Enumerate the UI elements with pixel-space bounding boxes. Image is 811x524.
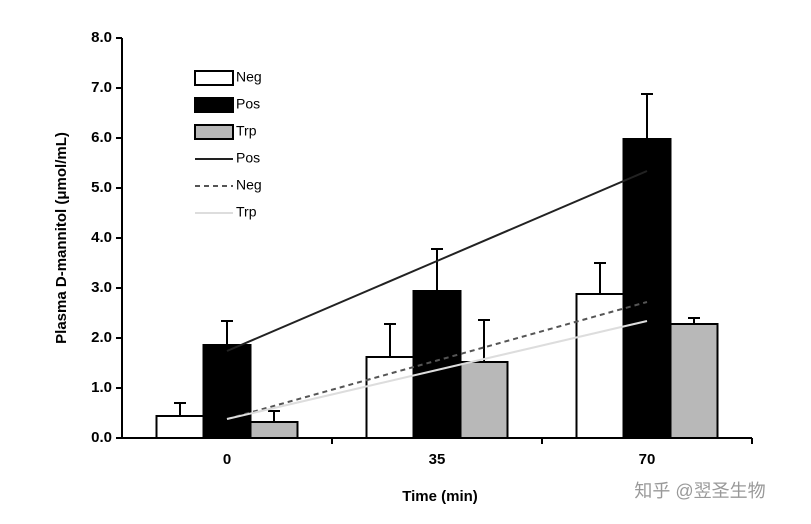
bar	[459, 361, 509, 439]
x-axis-label: Time (min)	[402, 488, 478, 505]
legend-label: Neg	[236, 177, 262, 193]
trend-line	[226, 170, 648, 352]
trend-line	[226, 301, 648, 420]
bar	[249, 421, 299, 439]
y-tick-label: 6.0	[91, 129, 112, 146]
y-tick-label: 0.0	[91, 429, 112, 446]
bar	[669, 323, 719, 439]
bar	[155, 415, 205, 439]
x-tick-label: 0	[223, 451, 231, 468]
bar	[622, 138, 672, 439]
legend-label: Pos	[236, 150, 260, 166]
legend-label: Trp	[236, 204, 257, 220]
legend-swatch	[194, 70, 234, 86]
y-tick-label: 3.0	[91, 279, 112, 296]
y-tick-label: 4.0	[91, 229, 112, 246]
y-tick-label: 7.0	[91, 79, 112, 96]
trend-line	[226, 320, 648, 420]
legend-label: Neg	[236, 69, 262, 85]
y-tick-label: 5.0	[91, 179, 112, 196]
legend-label: Pos	[236, 96, 260, 112]
x-tick-label: 35	[429, 451, 446, 468]
legend-label: Trp	[236, 123, 257, 139]
y-tick-label: 2.0	[91, 329, 112, 346]
bar	[202, 344, 252, 439]
legend-swatch	[194, 124, 234, 140]
y-axis-label: Plasma D-mannitol (μmol/mL)	[53, 132, 70, 344]
x-tick-label: 70	[639, 451, 656, 468]
bar	[365, 356, 415, 439]
watermark: 知乎 @翌圣生物	[634, 481, 765, 501]
bar	[575, 293, 625, 439]
y-tick-label: 1.0	[91, 379, 112, 396]
legend-swatch	[194, 97, 234, 113]
y-tick-label: 8.0	[91, 29, 112, 46]
